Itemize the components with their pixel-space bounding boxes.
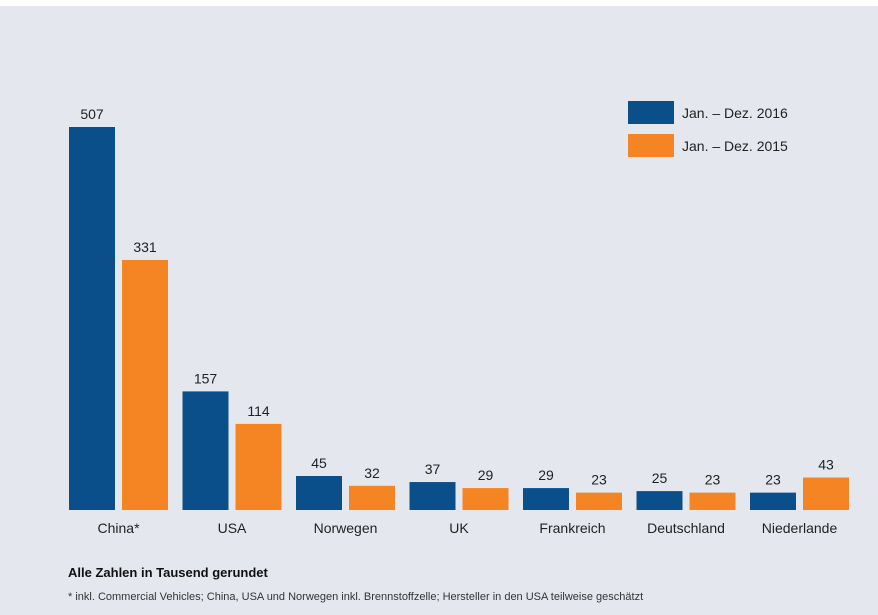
chart-panel: 507 331 China* 157 114 USA 45 32 Norwegen 37 29 UK 2… [0,6,878,615]
data-label: 37 [425,461,441,477]
data-label: 45 [311,455,327,471]
footnote: * inkl. Commercial Vehicles; China, USA … [68,591,644,603]
data-label: 32 [364,465,380,481]
data-label: 23 [765,472,781,488]
bar-deutschland-series-1 [636,491,683,510]
data-label: 507 [80,106,104,122]
legend-label: Jan. – Dez. 2015 [682,138,788,154]
legend-swatch [628,101,674,124]
bar-norwegen-series-2 [349,485,395,510]
data-label: 331 [133,239,157,255]
bar-deutschland-series-2 [689,492,736,510]
units-note: Alle Zahlen in Tausend gerundet [68,565,268,580]
data-label: 43 [818,457,834,473]
data-label: 25 [652,470,668,486]
bar-niederlande-series-2 [803,477,849,510]
bar-uk-series-1 [409,482,456,510]
category-label: UK [449,520,469,536]
bar-usa-series-1 [182,391,229,510]
legend-label: Jan. – Dez. 2016 [682,105,788,121]
category-label: Norwegen [314,520,378,536]
bar-frankreich-series-1 [523,488,569,510]
bar-china-series-2 [122,259,168,510]
category-label: Frankreich [539,520,605,536]
category-label: Niederlande [762,520,838,536]
data-label: 29 [538,467,554,483]
bar-norwegen-series-1 [296,476,342,510]
bar-frankreich-series-2 [576,492,622,510]
data-label: 114 [247,403,270,419]
bar-chart: 507 331 China* 157 114 USA 45 32 Norwegen 37 29 UK 2… [69,101,849,536]
category-label: USA [218,520,247,536]
legend-swatch [628,134,674,157]
bar-china-series-1 [69,127,115,510]
data-label: 29 [478,467,494,483]
bar-uk-series-2 [462,488,509,510]
category-label: China* [97,520,140,536]
bar-usa-series-2 [235,423,282,510]
category-label: Deutschland [647,520,725,536]
data-label: 157 [194,370,218,386]
bar-niederlande-series-1 [750,492,796,510]
data-label: 23 [705,472,721,488]
data-label: 23 [591,472,607,488]
